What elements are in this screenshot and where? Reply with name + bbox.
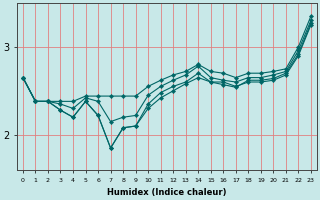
X-axis label: Humidex (Indice chaleur): Humidex (Indice chaleur): [107, 188, 227, 197]
